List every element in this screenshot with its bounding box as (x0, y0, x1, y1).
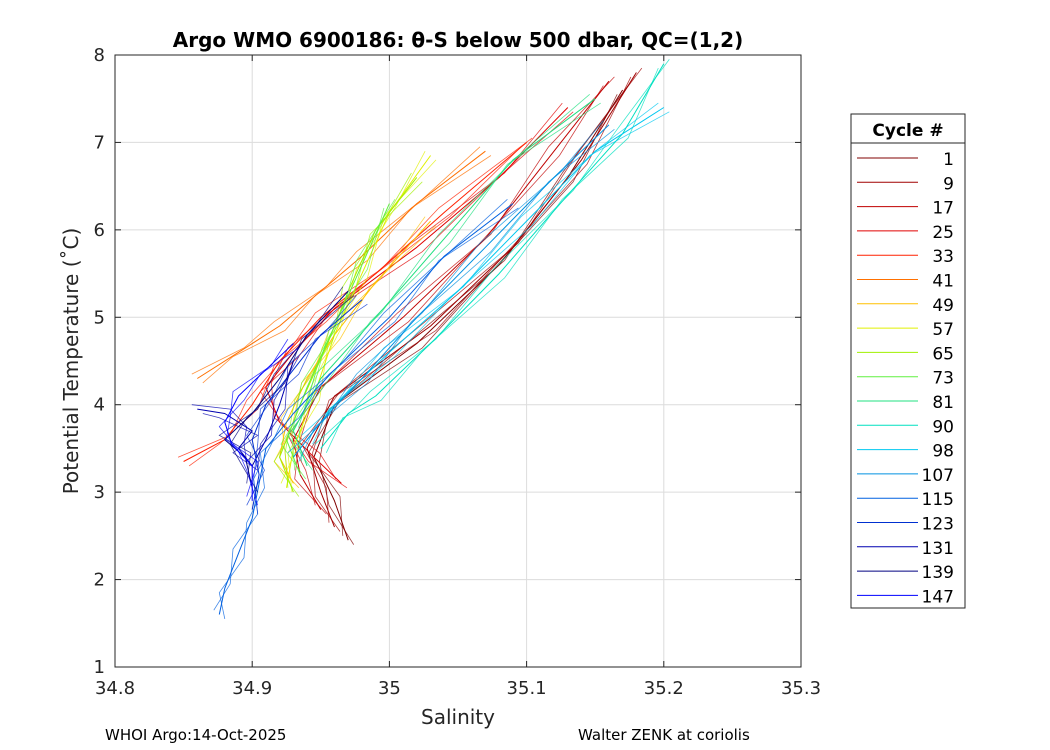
legend-entry-label: 98 (932, 442, 954, 462)
series-line-9 (306, 72, 637, 528)
x-tick-label: 34.9 (232, 678, 272, 699)
series-line-33 (183, 142, 527, 462)
series-line-41 (197, 150, 486, 379)
series-line-139-trace (229, 295, 354, 493)
x-tick-label: 35.1 (507, 678, 547, 699)
series-line-123-trace (246, 295, 357, 506)
series-line-90 (320, 63, 665, 449)
series-line-98-trace (301, 102, 659, 436)
legend: Cycle # 1 9 17 25 33 41 49 57 65 73 81 90 98 107 115 12… (850, 113, 966, 609)
series-line-107-trace (287, 120, 604, 454)
legend-entry-label: 115 (922, 490, 954, 510)
legend-entry-label: 131 (922, 539, 954, 559)
plot-frame (114, 54, 802, 668)
series-line-123-trace (253, 303, 368, 515)
series-line-147-trace (225, 338, 289, 497)
legend-entry-label: 49 (932, 296, 954, 316)
legend-box (850, 113, 966, 609)
legend-entry-label: 90 (932, 417, 954, 437)
series-line-1-trace (318, 94, 618, 545)
series-line-9-trace (312, 76, 632, 532)
series-line-115-trace (218, 207, 519, 619)
x-tick-label: 35 (378, 678, 401, 699)
series-line-123 (251, 299, 363, 510)
footer-credit-right: Walter ZENK at coriolis (578, 726, 750, 744)
legend-title: Cycle # (872, 121, 943, 141)
series-line-147 (224, 343, 294, 501)
series-line-73-trace (280, 207, 385, 480)
y-axis-label: Potential Temperature (˚C) (59, 228, 83, 495)
legend-entry-label: 1 (943, 150, 954, 170)
legend-entry-label: 25 (932, 223, 954, 243)
y-tick-label: 5 (94, 307, 105, 328)
y-tick-label: 1 (94, 657, 105, 678)
series-line-98-trace (312, 111, 670, 445)
footer-credit-left: WHOI Argo:14-Oct-2025 (105, 726, 287, 744)
legend-entry-label: 73 (932, 369, 954, 389)
legend-entry-label: 9 (943, 174, 954, 194)
series-line-65-trace (273, 181, 423, 497)
series-line-17 (292, 80, 610, 510)
series-line-115-trace (213, 199, 508, 611)
series-line-115 (218, 203, 514, 615)
series-line-73 (286, 203, 390, 475)
series-line-41-trace (191, 146, 481, 375)
legend-entry-label: 41 (932, 272, 954, 292)
series-line-9-trace (301, 67, 643, 523)
series-line-33-trace (177, 137, 533, 458)
x-tick-label: 35.3 (781, 678, 821, 699)
legend-entry-label: 139 (922, 563, 954, 583)
data-series (177, 59, 670, 619)
series-line-81-trace (298, 93, 590, 462)
legend-entry-label: 17 (932, 199, 954, 219)
x-tick-label: 35.2 (644, 678, 684, 699)
axis-ticks: 34.8 34.9 35 35.1 35.2 35.3 1 2 3 4 5 6 7 8 (94, 45, 821, 699)
series-line-81 (292, 98, 596, 467)
y-tick-label: 7 (94, 132, 105, 153)
legend-entry-label: 107 (922, 466, 954, 486)
series-line-25-trace (270, 102, 563, 480)
series-line-17-trace (294, 85, 604, 515)
x-axis-label: Salinity (421, 705, 495, 729)
y-tick-label: 3 (94, 482, 105, 503)
legend-entry-label: 81 (932, 393, 954, 413)
series-line-139-trace (218, 286, 344, 484)
x-tick-label: 34.8 (95, 678, 135, 699)
y-tick-label: 4 (94, 395, 105, 416)
series-line-147-trace (218, 347, 300, 506)
legend-entry-label: 65 (932, 344, 954, 364)
series-line-90-trace (325, 67, 659, 453)
series-line-65-trace (284, 172, 412, 488)
legend-entry-label: 33 (932, 247, 954, 267)
chart-title: Argo WMO 6900186: θ-S below 500 dbar, QC… (173, 28, 743, 52)
series-line-17-trace (287, 76, 615, 506)
legend-entry-label: 57 (932, 320, 954, 340)
series-line-107-trace (298, 128, 615, 462)
legend-entry-label: 123 (922, 515, 954, 535)
y-tick-label: 6 (94, 220, 105, 241)
legend-entry-label: 147 (922, 587, 954, 607)
y-tick-label: 2 (94, 570, 105, 591)
series-line-81-trace (287, 102, 601, 471)
y-tick-label: 8 (94, 45, 105, 66)
